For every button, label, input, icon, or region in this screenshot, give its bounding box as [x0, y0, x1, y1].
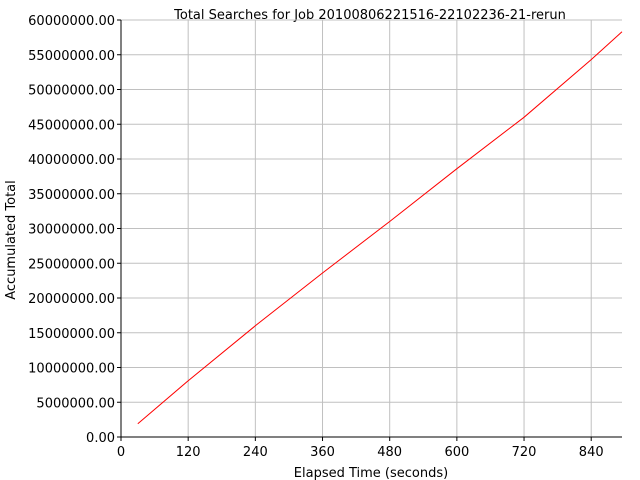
series-line	[137, 31, 623, 425]
x-tick-label: 360	[310, 445, 335, 460]
y-tick-label: 15000000.00	[28, 327, 115, 342]
x-tick-label: 840	[579, 445, 604, 460]
y-tick-label: 25000000.00	[28, 257, 115, 272]
x-ticks: 0 120 240 360 480 600 720 840	[117, 437, 604, 460]
y-tick-label: 45000000.00	[28, 118, 115, 133]
y-tick-label: 55000000.00	[28, 49, 115, 64]
x-tick-label: 600	[444, 445, 469, 460]
y-ticks: 0.00 5000000.00 10000000.00 15000000.00 2000…	[28, 14, 121, 446]
y-tick-label: 30000000.00	[28, 223, 115, 238]
y-tick-label: 35000000.00	[28, 188, 115, 203]
y-tick-label: 50000000.00	[28, 84, 115, 99]
y-tick-label: 60000000.00	[28, 14, 115, 29]
chart-title: Total Searches for Job 20100806221516-22…	[173, 8, 566, 23]
grid	[121, 19, 622, 437]
y-tick-label: 40000000.00	[28, 153, 115, 168]
x-tick-label: 120	[176, 445, 201, 460]
x-tick-label: 480	[377, 445, 402, 460]
y-tick-label: 10000000.00	[28, 362, 115, 377]
series-layer	[137, 31, 623, 425]
x-tick-label: 0	[117, 445, 125, 460]
y-axis-label: Accumulated Total	[4, 180, 19, 300]
y-tick-label: 5000000.00	[36, 396, 115, 411]
y-tick-label: 20000000.00	[28, 292, 115, 307]
x-axis-label: Elapsed Time (seconds)	[294, 466, 448, 480]
y-tick-label: 0.00	[86, 431, 115, 446]
x-tick-label: 240	[243, 445, 268, 460]
x-tick-label: 720	[512, 445, 537, 460]
